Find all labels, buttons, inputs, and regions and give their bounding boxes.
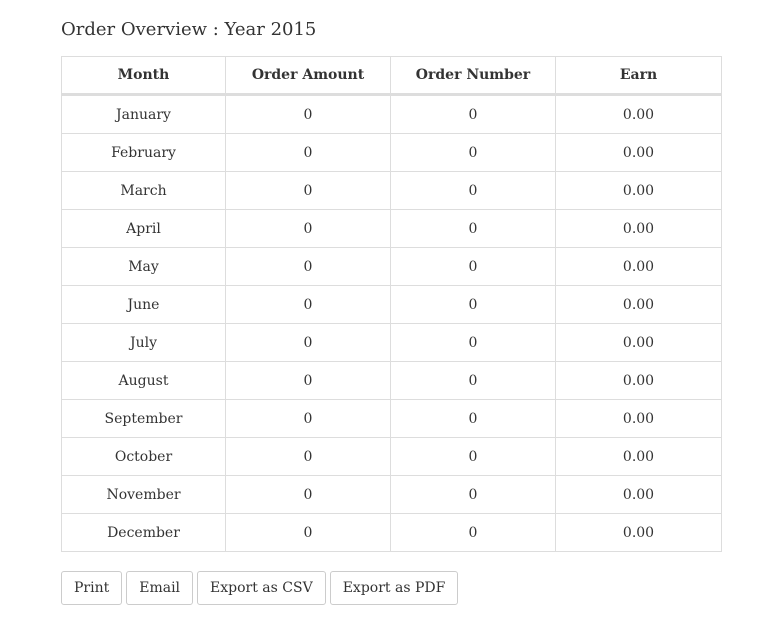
cell-order-amount: 0 — [225, 513, 391, 552]
cell-earn: 0.00 — [555, 94, 722, 134]
cell-order-amount: 0 — [225, 94, 391, 134]
cell-month: January — [61, 94, 226, 134]
print-button[interactable]: Print — [61, 571, 123, 605]
cell-order-amount: 0 — [225, 133, 391, 172]
table-row: November 0 0 0.00 — [61, 475, 722, 514]
cell-order-amount: 0 — [225, 475, 391, 514]
column-header-order-number: Order Number — [390, 56, 556, 96]
cell-earn: 0.00 — [555, 361, 722, 400]
cell-order-number: 0 — [390, 133, 556, 172]
cell-order-number: 0 — [390, 475, 556, 514]
cell-order-amount: 0 — [225, 399, 391, 438]
cell-earn: 0.00 — [555, 437, 722, 476]
cell-month: May — [61, 247, 226, 286]
cell-order-number: 0 — [390, 94, 556, 134]
table-row: December 0 0 0.00 — [61, 513, 722, 552]
cell-order-amount: 0 — [225, 285, 391, 324]
cell-month: August — [61, 361, 226, 400]
cell-order-amount: 0 — [225, 361, 391, 400]
cell-month: June — [61, 285, 226, 324]
table-row: March 0 0 0.00 — [61, 171, 722, 210]
order-overview-table: Month Order Amount Order Number Earn Jan… — [61, 56, 722, 552]
cell-month: March — [61, 171, 226, 210]
cell-earn: 0.00 — [555, 171, 722, 210]
cell-month: April — [61, 209, 226, 248]
cell-order-number: 0 — [390, 323, 556, 362]
column-header-order-amount: Order Amount — [225, 56, 391, 96]
table-header-row: Month Order Amount Order Number Earn — [61, 56, 722, 96]
cell-month: November — [61, 475, 226, 514]
cell-order-number: 0 — [390, 209, 556, 248]
cell-order-number: 0 — [390, 247, 556, 286]
cell-earn: 0.00 — [555, 209, 722, 248]
table-row: August 0 0 0.00 — [61, 361, 722, 400]
cell-order-number: 0 — [390, 285, 556, 324]
cell-order-number: 0 — [390, 437, 556, 476]
column-header-month: Month — [61, 56, 226, 96]
table-row: January 0 0 0.00 — [61, 94, 722, 134]
table-row: October 0 0 0.00 — [61, 437, 722, 476]
cell-month: December — [61, 513, 226, 552]
cell-earn: 0.00 — [555, 513, 722, 552]
table-row: June 0 0 0.00 — [61, 285, 722, 324]
export-pdf-button[interactable]: Export as PDF — [329, 571, 459, 605]
cell-order-number: 0 — [390, 361, 556, 400]
cell-earn: 0.00 — [555, 475, 722, 514]
cell-earn: 0.00 — [555, 247, 722, 286]
cell-month: September — [61, 399, 226, 438]
cell-month: February — [61, 133, 226, 172]
email-button[interactable]: Email — [126, 571, 194, 605]
cell-order-number: 0 — [390, 171, 556, 210]
cell-order-amount: 0 — [225, 171, 391, 210]
page-title: Order Overview : Year 2015 — [61, 19, 317, 40]
cell-order-amount: 0 — [225, 209, 391, 248]
table-row: February 0 0 0.00 — [61, 133, 722, 172]
column-header-earn: Earn — [555, 56, 722, 96]
export-button-group: Print Email Export as CSV Export as PDF — [61, 571, 459, 605]
table-row: July 0 0 0.00 — [61, 323, 722, 362]
table-row: September 0 0 0.00 — [61, 399, 722, 438]
table-row: May 0 0 0.00 — [61, 247, 722, 286]
cell-earn: 0.00 — [555, 285, 722, 324]
table-body: January 0 0 0.00 February 0 0 0.00 March… — [61, 94, 722, 552]
export-csv-button[interactable]: Export as CSV — [197, 571, 326, 605]
cell-order-number: 0 — [390, 513, 556, 552]
table-row: April 0 0 0.00 — [61, 209, 722, 248]
cell-order-amount: 0 — [225, 437, 391, 476]
cell-earn: 0.00 — [555, 323, 722, 362]
table-header: Month Order Amount Order Number Earn — [61, 56, 722, 96]
cell-month: July — [61, 323, 226, 362]
cell-earn: 0.00 — [555, 133, 722, 172]
cell-month: October — [61, 437, 226, 476]
cell-order-amount: 0 — [225, 247, 391, 286]
cell-earn: 0.00 — [555, 399, 722, 438]
cell-order-amount: 0 — [225, 323, 391, 362]
cell-order-number: 0 — [390, 399, 556, 438]
